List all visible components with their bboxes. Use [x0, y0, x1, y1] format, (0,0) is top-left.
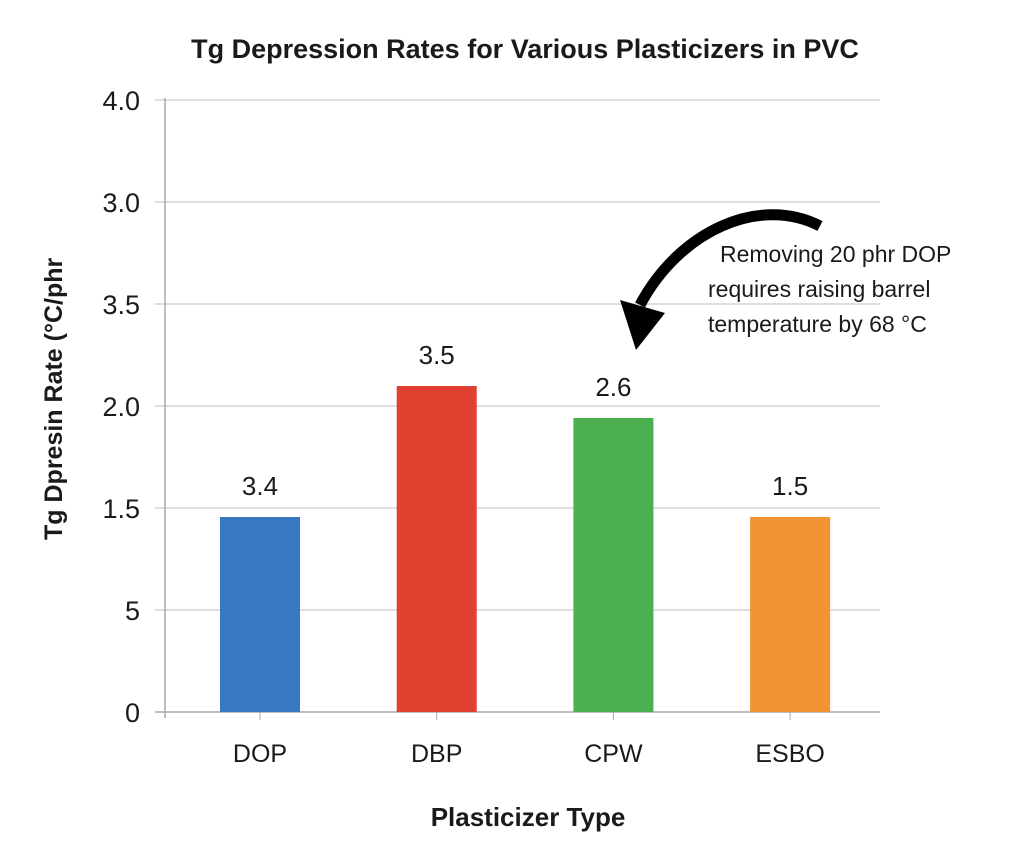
y-tick-label: 3.0	[102, 188, 140, 218]
arrow-head-icon	[620, 300, 665, 350]
x-tick-label: ESBO	[755, 740, 824, 768]
x-tick-label: DBP	[411, 740, 462, 768]
bar-dop	[220, 517, 300, 712]
y-tick-label: 5	[125, 596, 140, 626]
y-tick-label: 1.5	[102, 494, 140, 524]
data-label: 3.5	[419, 340, 455, 370]
curved-arrow-icon	[635, 209, 823, 308]
annotation-line-2: requires raising barrel	[708, 276, 930, 302]
bar-cpw	[573, 418, 654, 712]
y-tick-label: 2.0	[102, 392, 140, 422]
bars: 3.4 3.5 2.6 1.5	[220, 340, 831, 712]
y-axis-label: Tg Dpresin Rate (°C/phr	[40, 257, 68, 540]
chart-title: Tg Depression Rates for Various Plastici…	[191, 34, 859, 64]
annotation: Removing 20 phr DOP requires raising bar…	[620, 209, 951, 350]
data-label: 1.5	[772, 471, 808, 501]
annotation-line-3: temperature by 68 °C	[708, 311, 927, 337]
bar-esbo	[750, 517, 831, 712]
y-tick-label: 4.0	[102, 86, 140, 116]
x-tick-label: CPW	[584, 740, 643, 768]
x-axis-label: Plasticizer Type	[431, 802, 626, 832]
x-tick-label: DOP	[233, 740, 287, 768]
data-label: 3.4	[242, 471, 278, 501]
y-tick-labels: 4.0 3.0 3.5 2.0 1.5 5 0	[102, 86, 140, 728]
y-tick-label: 0	[125, 698, 140, 728]
x-tick-labels: DOP DBP CPW ESBO	[233, 712, 825, 768]
data-label: 2.6	[595, 372, 631, 402]
bar-dbp	[396, 386, 477, 712]
annotation-line-1: Removing 20 phr DOP	[720, 241, 951, 267]
y-tick-label: 3.5	[102, 290, 140, 320]
